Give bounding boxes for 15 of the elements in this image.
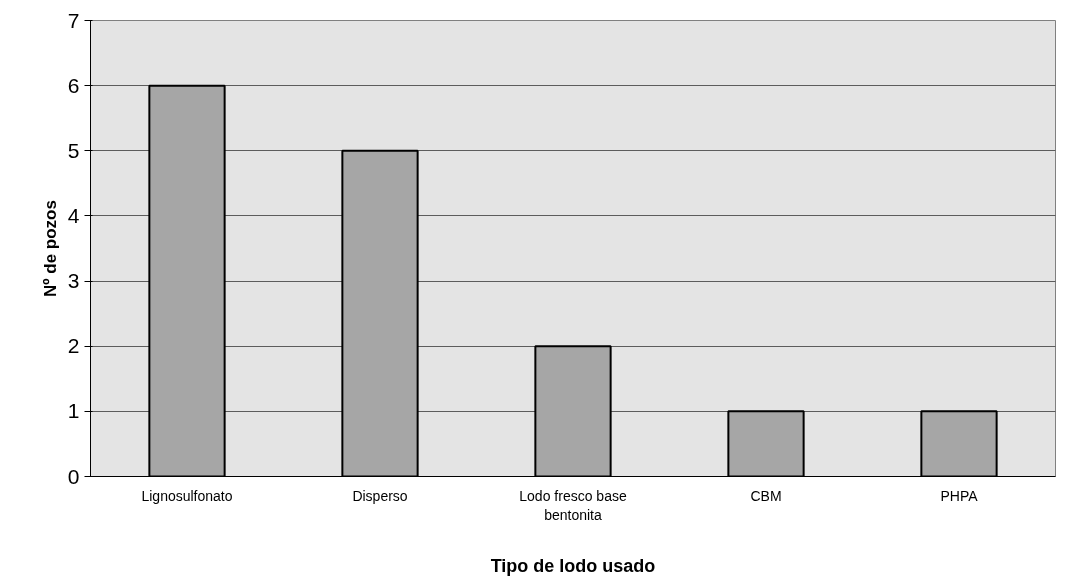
y-tick-label: 4: [67, 203, 80, 227]
x-tick-label: CBM: [750, 487, 782, 504]
y-tick-label: 7: [67, 8, 80, 32]
y-tick-label: 6: [67, 73, 80, 97]
x-axis-title: Tipo de lodo usado: [490, 555, 656, 576]
x-tick-label: Disperso: [352, 487, 408, 504]
y-tick-label: 1: [67, 399, 80, 423]
x-tick-label: Lodo fresco base bentonita: [519, 487, 627, 523]
y-tick-label: 3: [67, 269, 80, 293]
y-axis-title: Nº de pozos: [40, 200, 60, 297]
x-tick-label: Lignosulfonato: [141, 487, 233, 504]
x-tick-label: PHPA: [940, 487, 979, 504]
y-tick-label: 2: [67, 334, 80, 358]
y-tick-label: 5: [67, 138, 80, 162]
y-tick-label: 0: [67, 464, 80, 488]
